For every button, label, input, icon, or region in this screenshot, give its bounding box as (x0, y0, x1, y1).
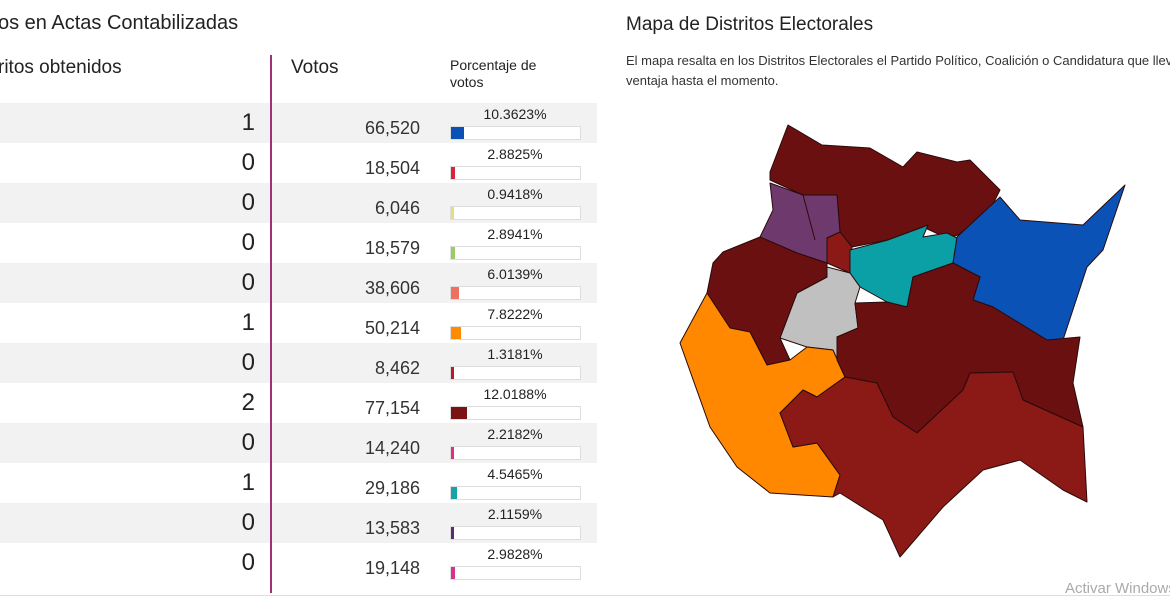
map-description: El mapa resalta en los Distritos Elector… (626, 53, 1170, 88)
table-row: 1 50,214 7.8222% (0, 303, 597, 343)
bottom-divider (0, 595, 1170, 596)
table-row: 0 8,462 1.3181% (0, 343, 597, 383)
porcentaje-value: 2.8941% (487, 226, 543, 242)
distritos-value: 0 (241, 509, 255, 536)
percentage-bar (450, 286, 581, 300)
percentage-bar (450, 446, 581, 460)
percentage-bar-fill (451, 567, 455, 579)
percentage-bar-fill (451, 367, 455, 379)
distritos-value: 1 (241, 309, 255, 336)
column-divider (270, 55, 272, 593)
table-row: 0 6,046 0.9418% (0, 183, 597, 223)
percentage-bar-fill (451, 447, 455, 459)
distritos-value: 1 (241, 469, 255, 496)
table-row: 0 18,579 2.8941% (0, 223, 597, 263)
distritos-value: 0 (241, 189, 255, 216)
header-porcentaje: Porcentaje de votos (450, 57, 537, 90)
percentage-bar (450, 326, 581, 340)
votos-value: 13,583 (364, 518, 420, 538)
votos-value: 29,186 (364, 478, 420, 498)
percentage-bar-fill (451, 247, 455, 259)
votos-value: 18,579 (364, 238, 420, 258)
percentage-bar (450, 366, 581, 380)
porcentaje-value: 2.8825% (487, 146, 543, 162)
table-row: 1 29,186 4.5465% (0, 463, 597, 503)
table-row: 1 66,520 10.3623% (0, 103, 597, 143)
votos-value: 50,214 (364, 318, 420, 338)
percentage-bar-fill (451, 167, 455, 179)
distritos-value: 0 (241, 229, 255, 256)
distritos-value: 0 (241, 149, 255, 176)
porcentaje-value: 10.3623% (483, 106, 547, 122)
percentage-bar-fill (451, 327, 462, 339)
table-row: 0 13,583 2.1159% (0, 503, 597, 543)
porcentaje-value: 6.0139% (487, 266, 543, 282)
votos-value: 66,520 (364, 118, 420, 138)
distritos-value: 0 (241, 429, 255, 456)
votos-value: 38,606 (364, 278, 420, 298)
porcentaje-value: 2.2182% (487, 426, 543, 442)
distritos-value: 0 (241, 549, 255, 576)
votos-value: 6,046 (374, 198, 420, 218)
distritos-value: 2 (241, 389, 255, 416)
votos-value: 14,240 (364, 438, 420, 458)
header-distritos: ritos obtenidos (0, 57, 122, 78)
table-row: 0 18,504 2.8825% (0, 143, 597, 183)
votos-value: 8,462 (374, 358, 420, 378)
votos-value: 77,154 (364, 398, 420, 418)
percentage-bar (450, 126, 581, 140)
porcentaje-value: 7.8222% (487, 306, 543, 322)
votos-value: 18,504 (364, 158, 420, 178)
percentage-bar (450, 526, 581, 540)
percentage-bar-fill (451, 207, 455, 219)
porcentaje-value: 1.3181% (487, 346, 543, 362)
results-title: os en Actas Contabilizadas (0, 12, 239, 34)
percentage-bar (450, 206, 581, 220)
porcentaje-value: 2.9828% (487, 546, 543, 562)
table-row: 0 38,606 6.0139% (0, 263, 597, 303)
percentage-bar-fill (451, 487, 457, 499)
district-south[interactable] (779, 371, 1088, 558)
votos-value: 19,148 (364, 558, 420, 578)
percentage-bar (450, 406, 581, 420)
percentage-bar-fill (451, 287, 459, 299)
porcentaje-value: 12.0188% (483, 386, 547, 402)
distritos-value: 0 (241, 269, 255, 296)
percentage-bar-fill (451, 527, 455, 539)
windows-activation-watermark: Activar Windows (1065, 580, 1170, 597)
percentage-bar (450, 246, 581, 260)
porcentaje-value: 0.9418% (487, 186, 543, 202)
map-title: Mapa de Distritos Electorales (626, 14, 874, 35)
percentage-bar (450, 166, 581, 180)
percentage-bar-fill (451, 127, 465, 139)
percentage-bar (450, 486, 581, 500)
table-row: 0 14,240 2.2182% (0, 423, 597, 463)
distritos-value: 1 (241, 109, 255, 136)
header-votos: Votos (291, 57, 339, 78)
percentage-bar (450, 566, 581, 580)
porcentaje-value: 2.1159% (487, 506, 543, 522)
distritos-value: 0 (241, 349, 255, 376)
table-row: 0 19,148 2.9828% (0, 543, 597, 583)
percentage-bar-fill (451, 407, 467, 419)
porcentaje-value: 4.5465% (487, 466, 543, 482)
table-row: 2 77,154 12.0188% (0, 383, 597, 423)
